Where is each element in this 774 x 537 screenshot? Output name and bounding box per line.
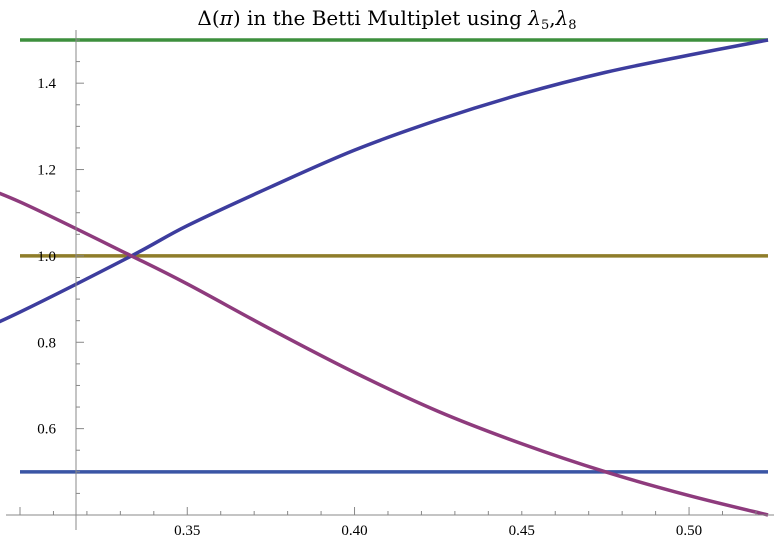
y-tick-label: 1.0 xyxy=(37,249,56,265)
title-sub-1: 5 xyxy=(540,18,550,33)
y-tick-label: 0.8 xyxy=(37,335,56,351)
x-tick-label: 0.40 xyxy=(341,523,367,537)
series-decreasing-curve xyxy=(0,191,769,517)
x-tick-label: 0.35 xyxy=(174,523,200,537)
x-tick-label: 0.50 xyxy=(676,523,702,537)
y-tick-label: 0.6 xyxy=(37,422,56,438)
title-comma: , xyxy=(549,6,556,30)
title-pi: π xyxy=(219,6,233,30)
title-lambda-1: λ xyxy=(528,6,541,30)
series-layer xyxy=(0,38,769,517)
y-tick-label: 1.4 xyxy=(37,76,56,92)
title-lambda-2: λ xyxy=(555,6,569,30)
x-tick-label: 0.45 xyxy=(509,523,535,537)
title-middle: ) in the Betti Multiplet using xyxy=(232,6,529,30)
title-sub-2: 8 xyxy=(568,18,577,33)
axes-layer: 0.35 0.40 0.45 0.50 0.6 0.8 1.0 1.2 1.4 xyxy=(6,30,774,537)
y-tick-label: 1.2 xyxy=(37,163,56,179)
title-prefix: Δ( xyxy=(197,6,220,30)
series-increasing-curve xyxy=(0,38,769,324)
chart-title: Δ(π) in the Betti Multiplet using λ5,λ8 xyxy=(0,6,774,33)
